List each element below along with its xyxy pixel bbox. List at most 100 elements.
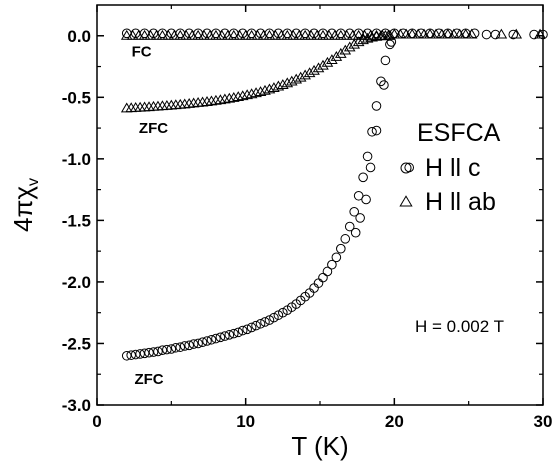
data-point-c xyxy=(309,283,319,293)
data-point-ab xyxy=(510,28,523,39)
data-point-ab xyxy=(180,29,193,40)
y-tick-label: -2.0 xyxy=(62,273,91,292)
data-point-c xyxy=(371,101,382,111)
y-tick-label: -2.5 xyxy=(62,334,91,353)
y-tick-label: -1.5 xyxy=(62,211,91,230)
data-point-c xyxy=(322,266,333,277)
sample-label: ESFCA xyxy=(417,119,501,147)
data-point-ab xyxy=(459,28,472,39)
data-point-c xyxy=(490,29,501,40)
data-point-ab xyxy=(424,28,436,39)
data-point-ab xyxy=(358,29,371,40)
data-point-c xyxy=(365,162,376,173)
data-point-c xyxy=(273,310,284,320)
legend: H ll c H ll ab xyxy=(399,154,496,216)
data-point-ab xyxy=(245,88,258,99)
data-point-c xyxy=(237,325,248,336)
data-point-ab xyxy=(430,28,442,39)
data-point-c xyxy=(260,317,270,327)
data-point-ab xyxy=(269,29,282,40)
y-tick-label: -1.0 xyxy=(62,150,91,169)
data-point-ab xyxy=(222,29,234,40)
data-point-ab xyxy=(348,38,361,49)
data-point-ab xyxy=(352,29,365,40)
data-point-ab xyxy=(330,51,343,61)
y-tick-label: -3.0 xyxy=(62,396,91,415)
data-point-c xyxy=(327,259,337,270)
legend-marker xyxy=(399,195,413,207)
data-point-c xyxy=(206,334,217,345)
curve-annotation: FC xyxy=(132,44,152,61)
data-point-c xyxy=(215,332,226,343)
data-point-ab xyxy=(400,28,413,39)
data-point-ab xyxy=(436,28,448,39)
data-point-ab xyxy=(210,94,222,105)
data-point-ab xyxy=(465,28,478,39)
data-point-ab xyxy=(361,32,374,43)
data-point-c xyxy=(508,29,519,40)
data-point-ab xyxy=(219,93,231,104)
data-point-c xyxy=(362,151,373,162)
data-point-ab xyxy=(285,75,298,86)
data-point-ab xyxy=(305,29,317,40)
data-point-c xyxy=(344,221,355,232)
data-point-ab xyxy=(233,29,246,40)
data-point-ab xyxy=(250,87,262,98)
data-point-ab xyxy=(293,29,306,40)
data-point-c xyxy=(228,328,239,339)
data-point-ab xyxy=(442,28,454,39)
data-point-ab xyxy=(174,29,187,40)
data-point-ab xyxy=(418,28,430,39)
axis-ticks xyxy=(96,5,544,406)
data-point-c xyxy=(340,234,351,244)
data-point-ab xyxy=(205,95,218,106)
field-label: H = 0.002 T xyxy=(415,317,504,336)
data-point-c xyxy=(166,344,177,354)
data-point-ab xyxy=(376,29,389,40)
data-point-c xyxy=(313,278,324,288)
data-point-ab xyxy=(303,67,316,78)
data-point-c xyxy=(353,190,364,201)
data-point-c xyxy=(361,194,371,205)
data-point-ab xyxy=(275,29,288,40)
data-point-c xyxy=(188,339,199,349)
data-point-c xyxy=(202,336,212,346)
data-point-ab xyxy=(138,29,151,40)
data-point-ab xyxy=(339,44,352,55)
x-tick-label: 30 xyxy=(534,412,553,431)
data-point-ab xyxy=(312,62,325,73)
data-point-c xyxy=(162,344,172,355)
legend-label: H ll ab xyxy=(425,188,496,216)
y-axis-title-main: 4πχ xyxy=(8,186,38,232)
annotations: FC ZFC ZFC xyxy=(132,44,169,388)
data-point-ab xyxy=(334,47,347,58)
data-point-ab xyxy=(299,69,311,80)
data-point-ab xyxy=(352,36,365,47)
data-point-ab xyxy=(323,29,335,40)
data-point-ab xyxy=(412,28,424,39)
data-point-c xyxy=(175,342,186,352)
data-point-c xyxy=(318,272,328,283)
x-axis-title: T (K) xyxy=(291,431,348,461)
data-point-c xyxy=(251,320,261,331)
data-point-ab xyxy=(156,29,169,40)
data-point-c xyxy=(197,337,208,348)
data-point-c xyxy=(371,125,382,136)
data-point-c xyxy=(148,347,159,357)
data-point-ab xyxy=(346,29,359,40)
data-point-ab xyxy=(495,28,508,39)
data-point-c xyxy=(269,312,279,323)
data-point-c xyxy=(385,39,395,50)
axis-tick-labels: 0 10 20 30 0.0 -0.5 -1.0 -1.5 -2.0 -2.5 -3.0 xyxy=(62,27,553,431)
data-point-ab xyxy=(251,29,264,40)
data-point-c xyxy=(331,252,342,263)
data-point-ab xyxy=(204,29,216,40)
data-point-c xyxy=(179,341,190,351)
x-tick-label: 20 xyxy=(385,412,404,431)
data-point-c xyxy=(380,55,391,66)
data-point-ab xyxy=(294,71,307,82)
x-tick-label: 0 xyxy=(92,412,101,431)
data-point-ab xyxy=(254,86,267,96)
x-tick-label: 10 xyxy=(236,412,255,431)
